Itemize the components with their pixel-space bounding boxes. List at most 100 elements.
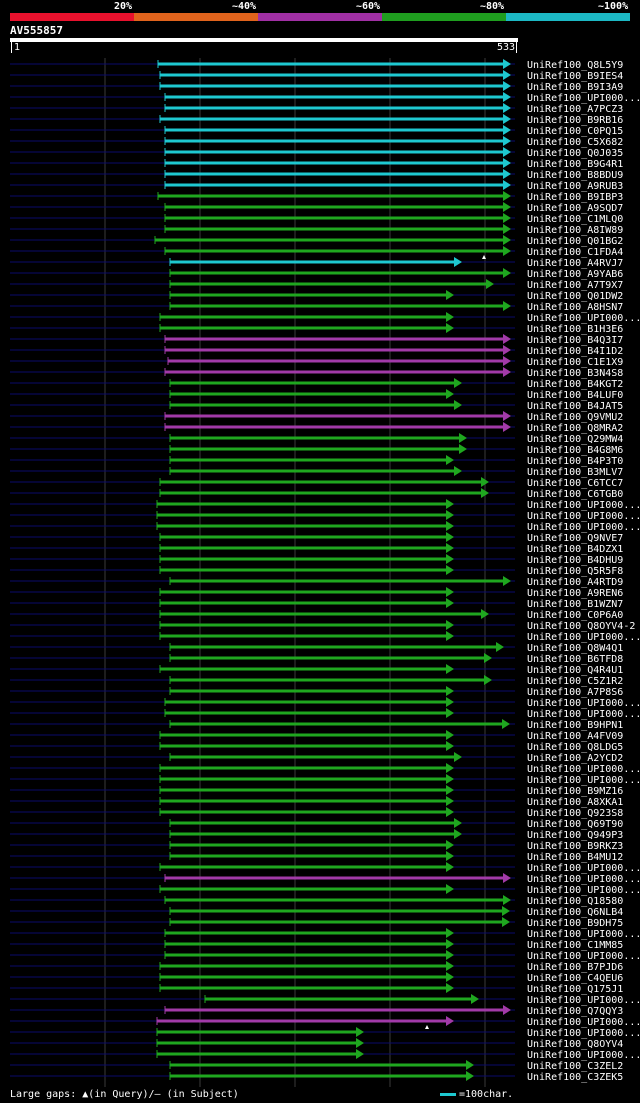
hit-label[interactable]: UniRef100_UPI000... — [527, 1050, 640, 1061]
hit-label[interactable]: UniRef100_B4G8M6 — [527, 445, 623, 456]
hit-label[interactable]: UniRef100_Q8LDG5 — [527, 742, 623, 753]
hit-label[interactable]: UniRef100_B4JAT5 — [527, 401, 623, 412]
hit-label[interactable]: UniRef100_UPI000... — [527, 500, 640, 511]
hit-label[interactable]: UniRef100_A4RVJ7 — [527, 258, 623, 269]
hit-label[interactable]: UniRef100_B4DZX1 — [527, 544, 623, 555]
hit-label[interactable]: UniRef100_Q923S8 — [527, 808, 623, 819]
hit-arrow-icon — [481, 477, 489, 487]
hit-label[interactable]: UniRef100_B9HPN1 — [527, 720, 623, 731]
hit-label[interactable]: UniRef100_Q8W4Q1 — [527, 643, 623, 654]
hit-arrow-icon — [446, 730, 454, 740]
hit-label[interactable]: UniRef100_UPI000... — [527, 995, 640, 1006]
hit-label[interactable]: UniRef100_C6TCC7 — [527, 478, 623, 489]
hit-label[interactable]: UniRef100_B4LUF0 — [527, 390, 623, 401]
hit-label[interactable]: UniRef100_UPI000... — [527, 511, 640, 522]
hit-label[interactable]: UniRef100_B9G4R1 — [527, 159, 623, 170]
hit-label[interactable]: UniRef100_C1MLQ0 — [527, 214, 623, 225]
hit-label[interactable]: UniRef100_A4RTD9 — [527, 577, 623, 588]
hit-arrow-icon — [446, 785, 454, 795]
hit-label[interactable]: UniRef100_C0PQ15 — [527, 126, 623, 137]
hit-label[interactable]: UniRef100_UPI000... — [527, 632, 640, 643]
hit-label[interactable]: UniRef100_UPI000... — [527, 522, 640, 533]
hit-label[interactable]: UniRef100_A9YAB6 — [527, 269, 623, 280]
hit-label[interactable]: UniRef100_Q18580 — [527, 896, 623, 907]
hit-label[interactable]: UniRef100_B1H3E6 — [527, 324, 623, 335]
legend-label: ~80% — [480, 1, 505, 12]
hit-label[interactable]: UniRef100_C5Z1R2 — [527, 676, 623, 687]
hit-label[interactable]: UniRef100_C0P6A0 — [527, 610, 623, 621]
hit-label[interactable]: UniRef100_Q8MRA2 — [527, 423, 623, 434]
hit-label[interactable]: UniRef100_Q01DW2 — [527, 291, 623, 302]
hit-label[interactable]: UniRef100_UPI000... — [527, 929, 640, 940]
hit-label[interactable]: UniRef100_C1MM85 — [527, 940, 623, 951]
hit-label[interactable]: UniRef100_B1WZN7 — [527, 599, 623, 610]
hit-label[interactable]: UniRef100_A7PCZ3 — [527, 104, 623, 115]
hit-label[interactable]: UniRef100_UPI000... — [527, 93, 640, 104]
hit-arrow-icon — [454, 752, 462, 762]
hit-label[interactable]: UniRef100_Q9VMU2 — [527, 412, 623, 423]
hit-label[interactable]: UniRef100_A8HSN7 — [527, 302, 623, 313]
hit-arrow-icon — [503, 191, 511, 201]
hit-arrow-icon — [503, 356, 511, 366]
hit-label[interactable]: UniRef100_UPI000... — [527, 863, 640, 874]
hit-label[interactable]: UniRef100_Q9NVE7 — [527, 533, 623, 544]
hit-label[interactable]: UniRef100_Q7QQY3 — [527, 1006, 623, 1017]
hit-label[interactable]: UniRef100_Q5R5F8 — [527, 566, 623, 577]
hit-label[interactable]: UniRef100_B9RB16 — [527, 115, 623, 126]
hit-label[interactable]: UniRef100_A9RUB3 — [527, 181, 623, 192]
hit-label[interactable]: UniRef100_A8XKA1 — [527, 797, 623, 808]
hit-label[interactable]: UniRef100_B3MLV7 — [527, 467, 623, 478]
hit-label[interactable]: UniRef100_B4KGT2 — [527, 379, 623, 390]
hit-label[interactable]: UniRef100_C1FDA4 — [527, 247, 623, 258]
hit-label[interactable]: UniRef100_B8BDU9 — [527, 170, 623, 181]
hit-label[interactable]: UniRef100_Q4R4U1 — [527, 665, 623, 676]
hit-label[interactable]: UniRef100_A8IW89 — [527, 225, 623, 236]
hit-label[interactable]: UniRef100_UPI000... — [527, 313, 640, 324]
hit-label[interactable]: UniRef100_A4FV09 — [527, 731, 623, 742]
hit-label[interactable]: UniRef100_C5X682 — [527, 137, 623, 148]
hit-label[interactable]: UniRef100_C3ZEK5 — [527, 1072, 623, 1083]
hit-label[interactable]: UniRef100_Q6NLB4 — [527, 907, 623, 918]
hit-label[interactable]: UniRef100_B3N4S8 — [527, 368, 623, 379]
hit-label[interactable]: UniRef100_C1E1X9 — [527, 357, 623, 368]
hit-label[interactable]: UniRef100_UPI000... — [527, 764, 640, 775]
hit-label[interactable]: UniRef100_Q69T90 — [527, 819, 623, 830]
hit-label[interactable]: UniRef100_B9RKZ3 — [527, 841, 623, 852]
hit-label[interactable]: UniRef100_B4Q3I7 — [527, 335, 623, 346]
hit-label[interactable]: UniRef100_Q8L5Y9 — [527, 60, 623, 71]
hit-label[interactable]: UniRef100_B9MZ16 — [527, 786, 623, 797]
hit-label[interactable]: UniRef100_C6TGB0 — [527, 489, 623, 500]
hit-label[interactable]: UniRef100_B9IBP3 — [527, 192, 623, 203]
hit-label[interactable]: UniRef100_B7PJD6 — [527, 962, 623, 973]
hit-label[interactable]: UniRef100_UPI000... — [527, 698, 640, 709]
hit-label[interactable]: UniRef100_Q175J1 — [527, 984, 623, 995]
hit-label[interactable]: UniRef100_Q01BG2 — [527, 236, 623, 247]
hit-label[interactable]: UniRef100_B9DH75 — [527, 918, 623, 929]
hit-label[interactable]: UniRef100_UPI000... — [527, 709, 640, 720]
hit-label[interactable]: UniRef100_B6TFD8 — [527, 654, 623, 665]
hit-label[interactable]: UniRef100_Q949P3 — [527, 830, 623, 841]
hit-label[interactable]: UniRef100_A7P8S6 — [527, 687, 623, 698]
hit-label[interactable]: UniRef100_A2YCD2 — [527, 753, 623, 764]
hit-label[interactable]: UniRef100_Q29MW4 — [527, 434, 623, 445]
hit-label[interactable]: UniRef100_A9SQD7 — [527, 203, 623, 214]
hit-label[interactable]: UniRef100_C3ZEL2 — [527, 1061, 623, 1072]
hit-label[interactable]: UniRef100_B4MU12 — [527, 852, 623, 863]
hit-label[interactable]: UniRef100_UPI000... — [527, 885, 640, 896]
hit-label[interactable]: UniRef100_A9REN6 — [527, 588, 623, 599]
hit-label[interactable]: UniRef100_B4I1D2 — [527, 346, 623, 357]
hit-label[interactable]: UniRef100_B4P3T0 — [527, 456, 623, 467]
hit-label[interactable]: UniRef100_B9IES4 — [527, 71, 623, 82]
hit-label[interactable]: UniRef100_UPI000... — [527, 1017, 640, 1028]
hit-label[interactable]: UniRef100_B4DHU9 — [527, 555, 623, 566]
hit-label[interactable]: UniRef100_UPI000... — [527, 775, 640, 786]
hit-label[interactable]: UniRef100_A7T9X7 — [527, 280, 623, 291]
hit-label[interactable]: UniRef100_C4QEU6 — [527, 973, 623, 984]
hit-label[interactable]: UniRef100_UPI000... — [527, 951, 640, 962]
hit-label[interactable]: UniRef100_Q8OYV4-2 — [527, 621, 635, 632]
hit-label[interactable]: UniRef100_Q0J035 — [527, 148, 623, 159]
hit-label[interactable]: UniRef100_B9I3A9 — [527, 82, 623, 93]
hit-label[interactable]: UniRef100_Q8OYV4 — [527, 1039, 623, 1050]
hit-label[interactable]: UniRef100_UPI000... — [527, 874, 640, 885]
hit-label[interactable]: UniRef100_UPI000... — [527, 1028, 640, 1039]
